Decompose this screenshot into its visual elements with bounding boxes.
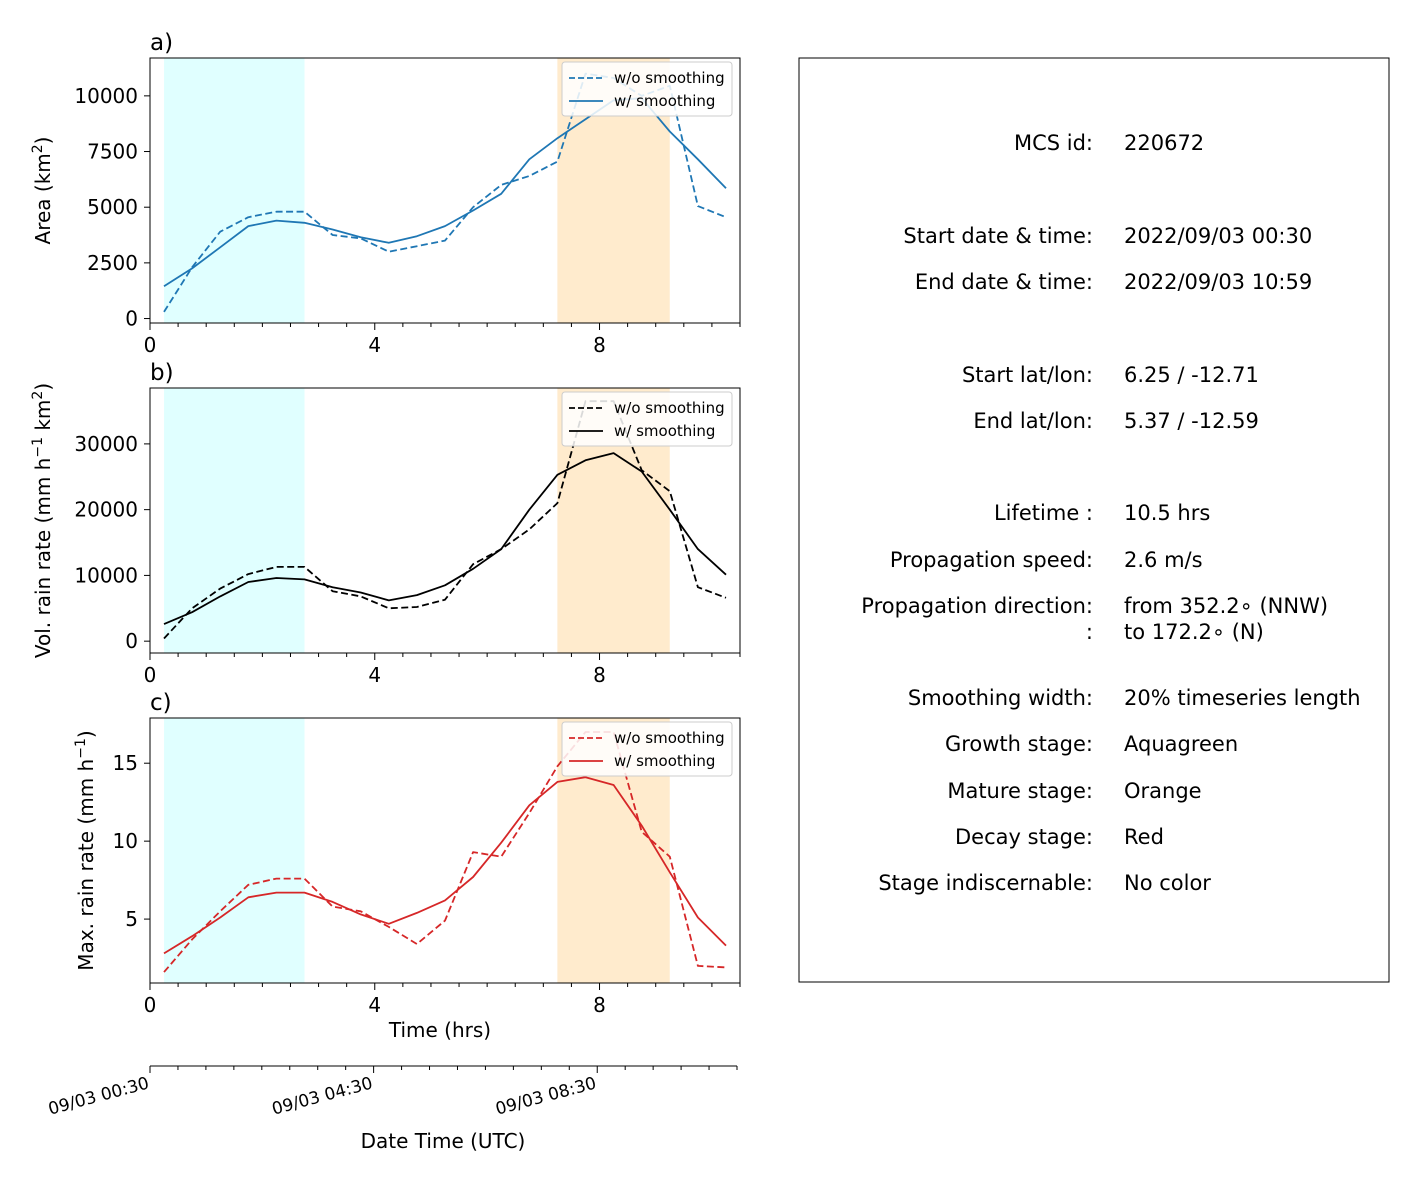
x-tick-label: 0 [144,993,157,1017]
y-label-text: km [31,400,55,437]
y-tick-label: 2500 [87,251,138,275]
y-axis-label: Max. rain rate (mm h−1) [73,730,98,970]
legend-label: w/o smoothing [614,69,725,87]
info-label: : [1086,620,1093,644]
date-axis: 09/03 00:30 09/03 04:30 09/03 08:30 Date Ti… [46,1065,738,1153]
panel-2: 0 10000 20000 30000 0 4 8 b) Vol. rain rate (mm … [30,360,741,687]
date-tick-label: 09/03 08:30 [493,1074,598,1120]
info-value: Red [1124,825,1164,849]
legend-label: w/ smoothing [614,752,715,770]
x-tick-label: 4 [368,333,381,357]
info-panel-frame [798,57,1390,983]
info-label: Lifetime : [994,501,1093,525]
info-label: Propagation direction: [861,594,1093,618]
x-tick-label: 0 [144,663,157,687]
x-tick-label: 4 [368,993,381,1017]
info-value: 220672 [1124,131,1204,155]
panel-label: a) [150,30,173,56]
info-label: Start date & time: [903,224,1093,248]
legend-box [561,61,733,117]
y-label-sup: −1 [73,738,89,759]
info-value: No color [1124,871,1211,895]
info-label: Start lat/lon: [962,363,1093,387]
plot-frame [149,387,741,654]
legend-box [561,391,733,447]
legend-label: w/ smoothing [614,422,715,440]
y-label-text: Area (km [31,153,55,244]
growth-stage-shade [164,718,305,983]
legend-label: w/o smoothing [614,399,725,417]
x-tick-label: 0 [144,333,157,357]
series-line-unsmoothed [163,400,727,640]
x-tick-label: 8 [593,993,606,1017]
growth-stage-shade [164,388,305,653]
x-tick-label: 8 [593,663,606,687]
info-label: Decay stage: [955,825,1093,849]
info-label: Growth stage: [945,732,1093,756]
legend-label: w/o smoothing [614,729,725,747]
info-value: from 352.2∘ (NNW) [1124,594,1328,618]
info-label: Mature stage: [947,779,1093,803]
y-label-sup: −1 [30,437,46,458]
info-value: to 172.2∘ (N) [1124,620,1264,644]
info-value: 5.37 / -12.59 [1124,409,1259,433]
date-tick-label: 09/03 04:30 [270,1074,375,1120]
growth-stage-shade [164,58,305,323]
info-value: 10.5 hrs [1124,501,1210,525]
info-value: 2.6 m/s [1124,548,1203,572]
y-tick-label: 10 [113,829,138,853]
info-label: End date & time: [915,270,1093,294]
y-label-text: Vol. rain rate (mm h [31,458,55,659]
y-tick-label: 7500 [87,140,138,164]
plot-frame [149,57,741,324]
y-tick-label: 0 [125,629,138,653]
y-label-text: ) [31,137,55,145]
y-axis-label: Area (km2) [30,137,55,245]
info-label: Smoothing width: [908,686,1093,710]
series-line-smoothed [163,452,727,625]
date-tick-label: 09/03 00:30 [46,1074,151,1120]
y-tick-label: 30000 [74,432,138,456]
info-panel: MCS id: 220672 Start date & time: 2022/09/0… [798,57,1390,983]
y-tick-label: 5000 [87,195,138,219]
info-value: Orange [1124,779,1202,803]
y-tick-label: 15 [113,751,138,775]
info-value: 6.25 / -12.71 [1124,363,1259,387]
x-axis-label: Time (hrs) [388,1018,491,1042]
legend-box [561,721,733,777]
panel-1: 0 2500 5000 7500 10000 0 4 8 a) Area (km2) w/o smo… [30,30,741,357]
info-value: 2022/09/03 10:59 [1124,270,1312,294]
y-label-text: Max. rain rate (mm h [74,759,98,971]
y-tick-label: 0 [125,307,138,331]
info-value: 2022/09/03 00:30 [1124,224,1312,248]
y-label-sup: 2 [30,144,46,153]
panel-label: b) [150,360,174,386]
y-label-text: ) [31,383,55,391]
panel-3: 5 10 15 0 4 8 c) Max. rain rate (mm h−1) w/o smo… [73,690,741,1042]
y-tick-label: 10000 [74,563,138,587]
info-value: Aquagreen [1124,732,1238,756]
legend-label: w/ smoothing [614,92,715,110]
info-label: MCS id: [1014,131,1093,155]
y-label-sup: 2 [30,391,46,400]
y-tick-label: 10000 [74,84,138,108]
info-value: 20% timeseries length [1124,686,1361,710]
x-tick-label: 4 [368,663,381,687]
y-tick-label: 20000 [74,498,138,522]
series-line-smoothed [163,776,727,955]
y-label-text: ) [74,730,98,738]
panel-label: c) [150,690,172,716]
y-tick-label: 5 [125,907,138,931]
info-label: Propagation speed: [890,548,1093,572]
date-axis-label: Date Time (UTC) [361,1129,526,1153]
y-axis-label: Vol. rain rate (mm h−1 km2) [30,383,55,658]
plot-frame [149,717,741,984]
info-label: Stage indiscernable: [878,871,1093,895]
x-tick-label: 8 [593,333,606,357]
info-label: End lat/lon: [973,409,1093,433]
series-line-unsmoothed [163,731,727,973]
